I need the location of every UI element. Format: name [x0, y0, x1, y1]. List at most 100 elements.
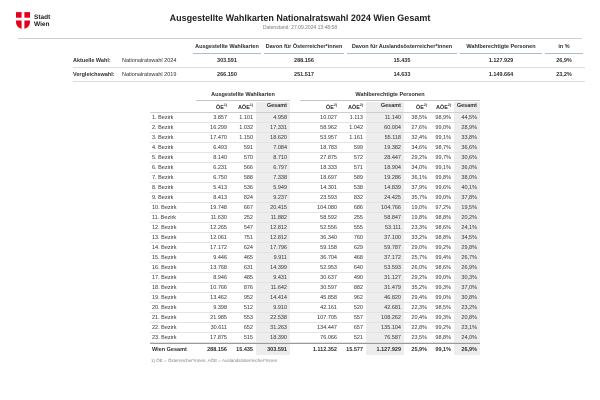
group-gap: [290, 213, 300, 222]
value-cell: 1.112.352: [312, 346, 337, 353]
value-cell: 58.847: [366, 213, 404, 223]
bezirk-label: 19. Bezirk: [152, 294, 177, 301]
column-header: AÖE2): [435, 103, 451, 111]
value-cell: 6.750: [213, 174, 227, 181]
group-header-row: Ausgestellte Wahlkarten Wahlberechtigte …: [150, 92, 480, 101]
value-cell: 25,9%: [411, 346, 427, 353]
value-cell: 667: [243, 204, 253, 211]
column-header: Gesamt: [256, 101, 290, 113]
value-cell: 76.587: [366, 333, 404, 343]
value-cell: 59.158: [320, 244, 337, 251]
value-cell: 8.946: [213, 274, 227, 281]
group-header-wahlkarten: Ausgestellte Wahlkarten: [196, 92, 290, 101]
value-cell: 98,6%: [435, 224, 451, 231]
bezirk-label: 14. Bezirk: [152, 244, 177, 251]
summary-header-row: Ausgestellte Wahlkarten Davon für Österr…: [73, 44, 585, 55]
summary-value: 1.127.929: [488, 57, 514, 64]
value-cell: 5.413: [213, 184, 227, 191]
table-row: 8. Bezirk 5.413 536 5.949 14.301 538 14.839 37,…: [150, 183, 480, 194]
value-cell: 7.084: [256, 143, 290, 153]
value-cell: 566: [243, 164, 253, 171]
summary-value: 266.150: [217, 71, 237, 78]
value-cell: 18.620: [256, 133, 290, 143]
value-cell: 16.299: [210, 124, 227, 131]
value-cell: 34,6%: [411, 144, 427, 151]
table-row: 19. Bezirk 13.462 952 14.414 45.858 962 46.820…: [150, 293, 480, 304]
data-timestamp: Datenstand: 27.09.2024 13:48:58: [262, 25, 338, 31]
value-cell: 631: [243, 264, 253, 271]
value-cell: 6.493: [213, 144, 227, 151]
value-cell: 17.331: [256, 123, 290, 133]
table-row: 17. Bezirk 8.946 485 9.431 30.637 490 31.127 29…: [150, 273, 480, 284]
value-cell: 53.957: [320, 134, 337, 141]
value-cell: 23,5%: [411, 334, 427, 341]
summary-col-auslandsoesterreicher: Davon für Auslandsösterreicher*innen: [347, 44, 457, 55]
value-cell: 571: [353, 164, 363, 171]
value-cell: 76.066: [320, 334, 337, 341]
value-cell: 13.462: [210, 294, 227, 301]
value-cell: 36,1%: [411, 174, 427, 181]
table-footnote: 1) ÖE = Österreicher*innen, AÖE = Auslan…: [151, 358, 278, 363]
table-row: 9. Bezirk 8.413 824 9.237 23.593 832 24.425 35,…: [150, 193, 480, 204]
value-cell: 252: [243, 214, 253, 221]
value-cell: 25,7%: [411, 254, 427, 261]
summary-value: 251.517: [294, 71, 314, 78]
bezirk-label: 3. Bezirk: [152, 134, 174, 141]
value-cell: 22,3%: [411, 304, 427, 311]
table-row: 16. Bezirk 13.768 631 14.399 52.953 640 53.593…: [150, 263, 480, 274]
value-cell: 37.172: [366, 253, 404, 263]
value-cell: 99,8%: [435, 174, 451, 181]
value-cell: 37.100: [366, 233, 404, 243]
column-header: Gesamt: [366, 101, 404, 113]
value-cell: 599: [353, 144, 363, 151]
value-cell: 98,9%: [435, 114, 451, 121]
bezirk-label: 4. Bezirk: [152, 144, 174, 151]
value-cell: 12.265: [210, 224, 227, 231]
group-gap: [290, 133, 300, 142]
bezirk-label: 1. Bezirk: [152, 114, 174, 121]
summary-value: 23,2%: [556, 71, 572, 78]
value-cell: 18.697: [320, 174, 337, 181]
value-cell: 45.858: [320, 294, 337, 301]
bezirk-label: 7. Bezirk: [152, 174, 174, 181]
value-cell: 36,6%: [454, 143, 480, 153]
table-row: 7. Bezirk 6.750 588 7.338 18.697 589 19.286 36,…: [150, 173, 480, 184]
group-gap: [290, 193, 300, 202]
table-body: 1. Bezirk 3.857 1.101 4.958 10.027 1.113 11.14…: [150, 113, 480, 356]
header-divider: [18, 38, 582, 39]
value-cell: 9.910: [256, 303, 290, 313]
value-cell: 4.958: [256, 113, 290, 123]
value-cell: 98,7%: [435, 144, 451, 151]
value-cell: 17.796: [256, 243, 290, 253]
column-header: Gesamt: [454, 101, 480, 113]
value-cell: 37,8%: [454, 193, 480, 203]
value-cell: 29,8%: [454, 243, 480, 253]
value-cell: 23,3%: [411, 224, 427, 231]
footnote-ref: 2): [447, 103, 451, 107]
bezirk-label: 2. Bezirk: [152, 124, 174, 131]
table-row: 22. Bezirk 30.611 652 31.263 134.447 657 135.1…: [150, 323, 480, 334]
footnote-ref: 2): [359, 103, 363, 107]
value-cell: 629: [353, 244, 363, 251]
page-title: Ausgestellte Wahlkarten Nationalratswahl…: [169, 13, 431, 23]
group-gap: [290, 344, 300, 355]
value-cell: 588: [243, 174, 253, 181]
value-cell: 30.637: [320, 274, 337, 281]
value-cell: 46.820: [366, 293, 404, 303]
bezirk-label: 21. Bezirk: [152, 314, 177, 321]
value-cell: 17.875: [210, 334, 227, 341]
value-cell: 591: [243, 144, 253, 151]
bezirk-label: 8. Bezirk: [152, 184, 174, 191]
value-cell: 13.768: [210, 264, 227, 271]
table-row: 20. Bezirk 9.398 512 9.910 42.161 520 42.681 22…: [150, 303, 480, 314]
value-cell: 952: [243, 294, 253, 301]
value-cell: 18.783: [320, 144, 337, 151]
value-cell: 686: [353, 204, 363, 211]
value-cell: 15.435: [236, 346, 253, 353]
total-row: Wien Gesamt 288.156 15.435 303.591 1.112.352…: [150, 343, 480, 356]
value-cell: 570: [243, 154, 253, 161]
value-cell: 29,0%: [411, 244, 427, 251]
value-cell: 640: [353, 264, 363, 271]
value-cell: 99,1%: [435, 346, 451, 353]
value-cell: 8.140: [213, 154, 227, 161]
